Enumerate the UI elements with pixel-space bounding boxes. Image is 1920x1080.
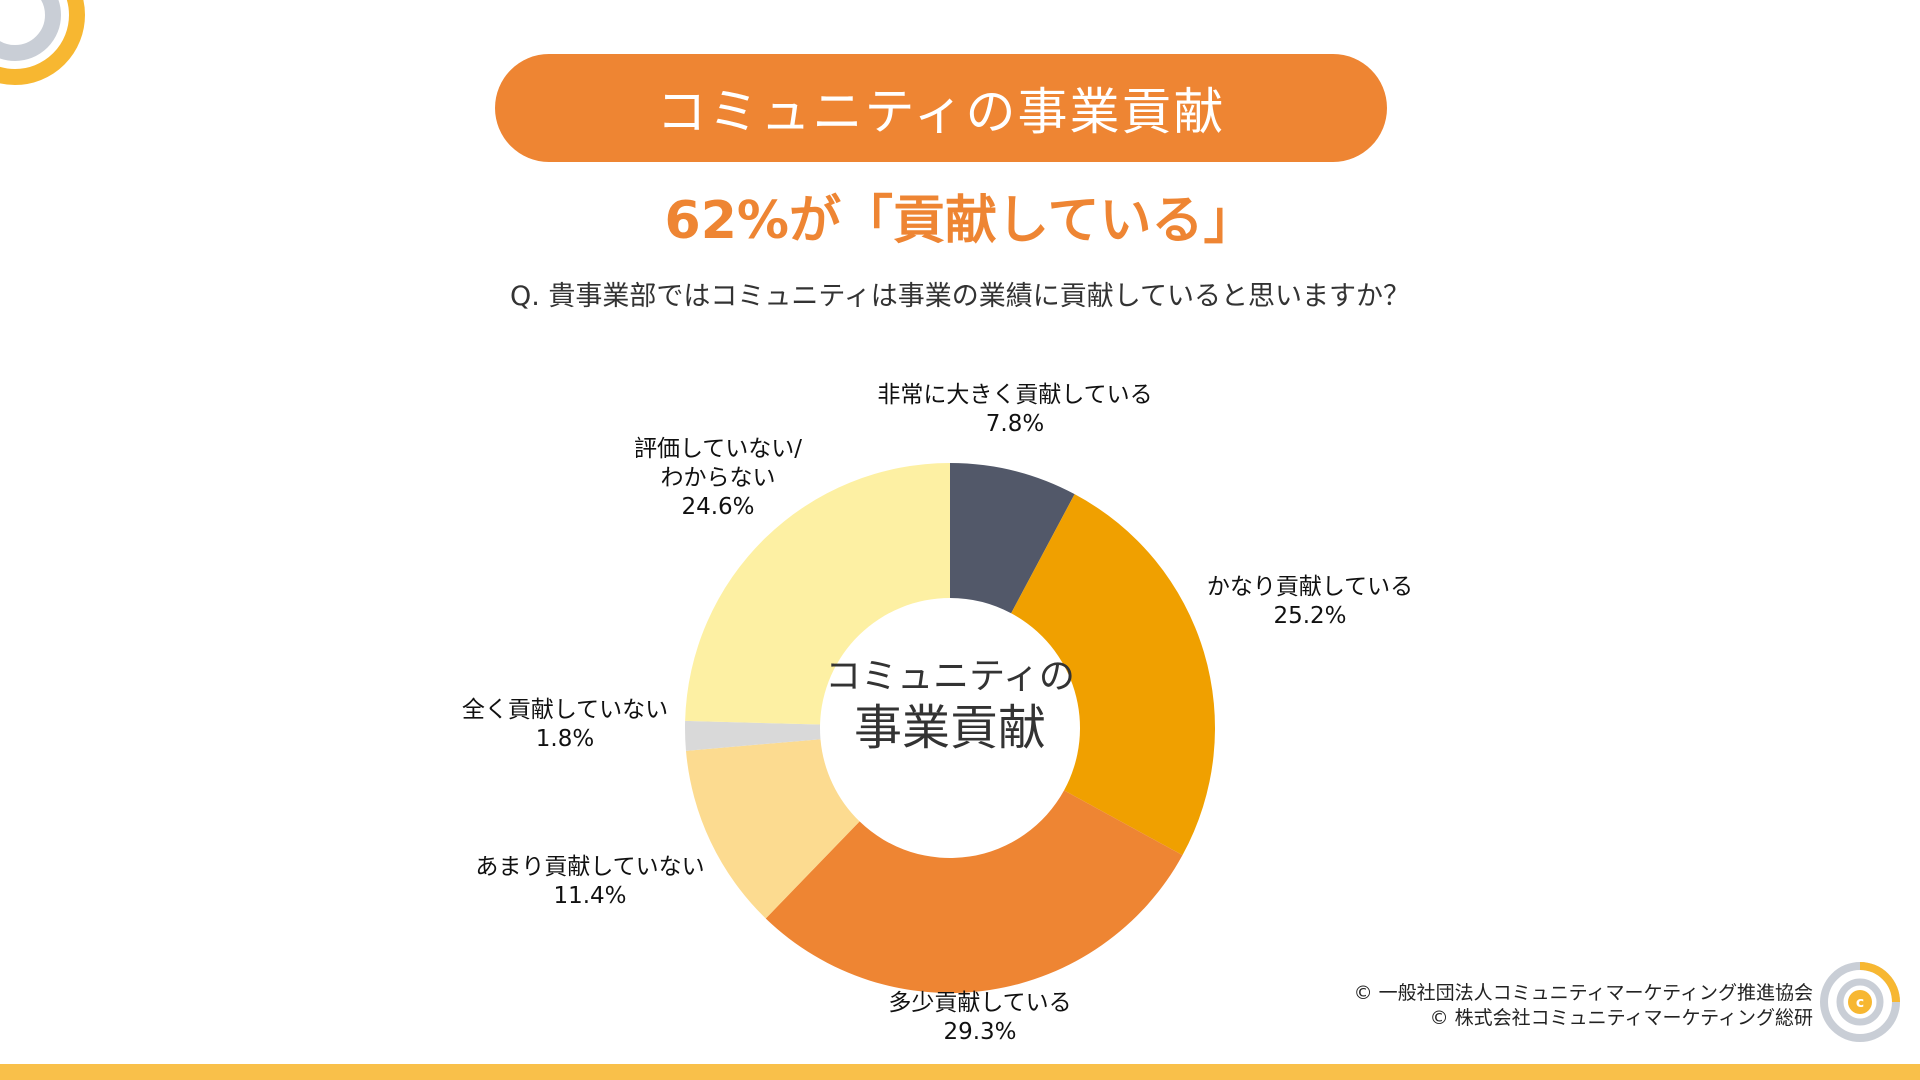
slice-label-not-at-all: 全く貢献していない 1.8% bbox=[440, 696, 690, 754]
slice-label-name: 全く貢献していない bbox=[461, 697, 669, 723]
brand-logo-inner-ring bbox=[1836, 978, 1884, 1026]
slice-label-value: 11.4% bbox=[553, 883, 627, 909]
brand-logo-icon: c bbox=[1820, 962, 1900, 1042]
survey-question: Q. 貴事業部ではコミュニティは事業の業績に貢献していると思いますか？ bbox=[510, 281, 1410, 312]
brand-logo-center bbox=[1848, 990, 1872, 1014]
donut-slice-2 bbox=[765, 790, 1183, 993]
slice-label-very-large: 非常に大きく貢献している 7.8% bbox=[870, 381, 1160, 439]
slice-label-value: 29.3% bbox=[943, 1019, 1017, 1045]
corner-logo-inner-ring bbox=[0, 0, 61, 61]
title-banner: コミュニティの事業貢献 bbox=[495, 54, 1387, 162]
slice-label-not-much: あまり貢献していない 11.4% bbox=[460, 853, 720, 911]
slice-label-not-evaluated: 評価していない/ わからない 24.6% bbox=[608, 435, 828, 522]
donut-slice-3 bbox=[685, 739, 860, 919]
donut-center-label: コミュニティの 事業貢献 bbox=[790, 655, 1110, 757]
donut-slice-5 bbox=[685, 463, 950, 725]
corner-logo-icon bbox=[0, 0, 85, 85]
center-label-line1: コミュニティの bbox=[825, 656, 1075, 697]
slice-label-value: 7.8% bbox=[985, 411, 1045, 437]
headline: 62%が「貢献している」 bbox=[664, 191, 1256, 251]
donut-slice-1 bbox=[1011, 494, 1215, 856]
slice-label-name: 多少貢献している bbox=[888, 990, 1072, 1016]
corner-logo-outer-ring bbox=[0, 0, 85, 85]
slice-label-name-line2: わからない bbox=[660, 465, 776, 491]
slice-label-name: あまり貢献していない bbox=[475, 854, 705, 880]
slice-label-value: 25.2% bbox=[1273, 603, 1347, 629]
donut-chart bbox=[685, 463, 1215, 993]
slice-label-name: 非常に大きく貢献している bbox=[877, 382, 1153, 408]
page-title: コミュニティの事業貢献 bbox=[656, 83, 1226, 141]
slice-label-name: かなり貢献している bbox=[1206, 574, 1414, 600]
center-label-line2: 事業貢献 bbox=[853, 700, 1046, 756]
slice-label-considerable: かなり貢献している 25.2% bbox=[1185, 573, 1435, 631]
slice-label-value: 1.8% bbox=[535, 726, 595, 752]
slice-label-name: 評価していない/ bbox=[633, 436, 803, 462]
slice-label-value: 24.6% bbox=[681, 494, 755, 520]
donut-slice-0 bbox=[950, 463, 1075, 614]
donut-slice-4 bbox=[685, 720, 821, 751]
brand-logo-arc bbox=[1859, 962, 1900, 1003]
brand-logo-letter: c bbox=[1856, 995, 1864, 1011]
copyright-line1: © 一般社団法人コミュニティマーケティング推進協会 bbox=[1353, 982, 1813, 1004]
slice-label-somewhat: 多少貢献している 29.3% bbox=[860, 989, 1100, 1047]
copyright-line2: © 株式会社コミュニティマーケティング総研 bbox=[1429, 1007, 1813, 1029]
bottom-accent-bar bbox=[0, 1064, 1920, 1080]
